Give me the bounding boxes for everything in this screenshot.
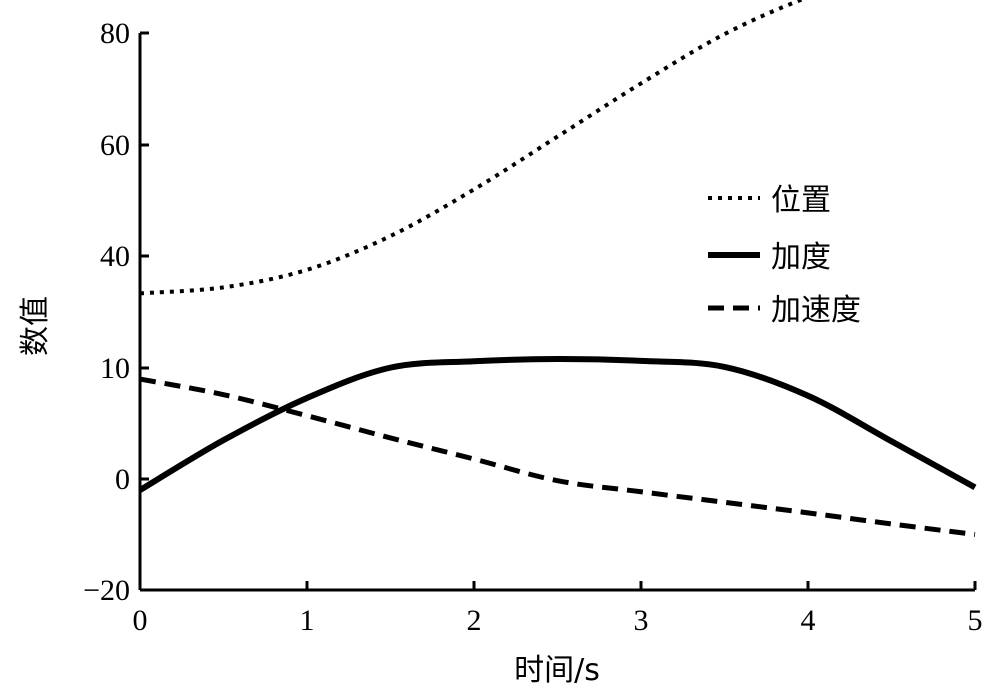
legend-label-position: 位置 [771,183,831,218]
x-ticks: 0 1 2 3 4 5 [133,581,983,637]
x-tick-label: 3 [634,604,649,637]
y-tick-label: 80 [100,17,130,50]
x-tick-label: 1 [300,604,315,637]
x-tick-label: 0 [133,604,148,637]
y-tick-label: 10 [100,352,130,385]
y-tick-label: 60 [100,129,130,162]
series-position-line [139,0,807,296]
x-axis-title: 时间/s [514,653,600,688]
series-velocity-line [138,356,977,493]
x-tick-label: 4 [801,604,816,637]
y-tick-label: 0 [115,463,130,496]
y-ticks: 80 60 40 10 0 −20 [83,17,149,607]
legend: 位置 加度 加速度 [708,183,861,328]
legend-label-acceleration: 加速度 [771,293,861,328]
y-tick-label: −20 [83,574,130,607]
series-group [138,0,977,537]
legend-label-velocity: 加度 [771,240,831,275]
y-tick-label: 40 [100,240,130,273]
y-axis-title: 数值 [18,296,53,356]
x-tick-label: 5 [968,604,983,637]
x-tick-label: 2 [467,604,482,637]
series-acceleration-line [139,376,976,537]
